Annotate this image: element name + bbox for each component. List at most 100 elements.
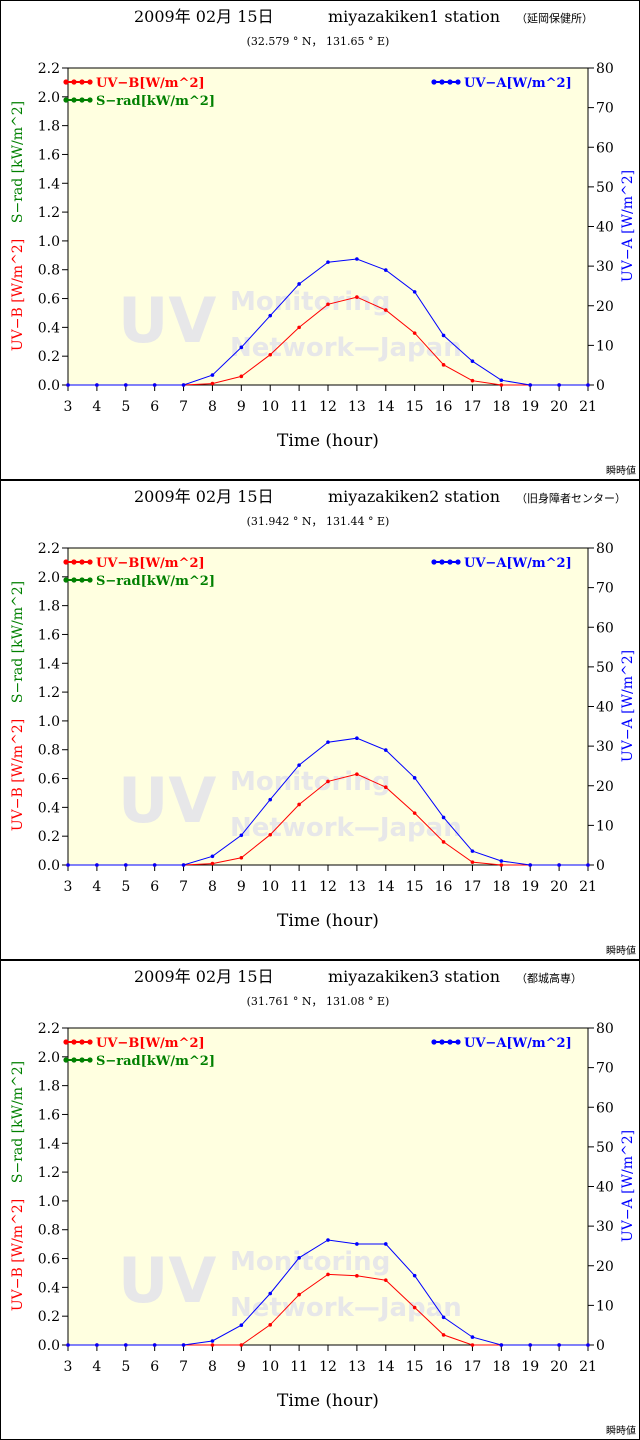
left-tick-label: 0.6 [38, 292, 60, 308]
data-point-uva [239, 833, 244, 838]
data-point-uva [95, 383, 99, 387]
data-point-uvb [210, 1343, 215, 1347]
data-point-uvb [239, 374, 244, 379]
data-point-uva [470, 849, 475, 853]
x-tick-label: 8 [208, 1359, 217, 1375]
left-tick-label: 0.8 [38, 1223, 60, 1239]
left-tick-label: 0.8 [38, 743, 60, 759]
x-axis-label: Time (hour) [277, 911, 379, 931]
legend-srad-marker [63, 577, 69, 583]
title-date: 2009年 02月 15日 [134, 967, 274, 986]
legend-srad-marker [87, 577, 93, 583]
data-point-uva [123, 383, 128, 387]
data-point-uva [499, 859, 504, 863]
title-date: 2009年 02月 15日 [134, 487, 274, 506]
left-tick-label: 0.4 [38, 800, 60, 816]
left-tick-label: 1.6 [38, 627, 60, 643]
right-tick-label: 20 [596, 779, 614, 795]
data-point-uva [557, 863, 561, 867]
right-tick-label: 60 [596, 620, 614, 636]
legend-uvb-marker [71, 559, 77, 565]
x-tick-label: 12 [319, 399, 337, 415]
right-tick-label: 80 [596, 1021, 614, 1037]
chart-panel-3: 2009年 02月 15日 miyazakiken3 station （都城高専） (… [0, 960, 640, 1440]
x-tick-label: 3 [64, 399, 73, 415]
legend-uvb-marker [63, 79, 69, 85]
legend-uva-marker [431, 1039, 437, 1045]
x-tick-label: 12 [319, 879, 337, 895]
left-tick-label: 2.2 [38, 1021, 60, 1037]
data-point-uva [528, 383, 533, 387]
left-tick-label: 1.8 [38, 1079, 60, 1095]
left-tick-label: 1.2 [38, 1165, 60, 1181]
data-point-uvb [383, 1278, 388, 1282]
watermark-uv: UV [118, 284, 216, 357]
legend-uva-marker [447, 1039, 453, 1045]
title-coords: (32.579 ° N， 131.65 ° E) [247, 35, 390, 48]
y-axis-label-uva: UV−A [W/m^2] [620, 650, 636, 762]
left-tick-label: 1.6 [38, 147, 60, 163]
watermark-network: Network—Japan [230, 1293, 462, 1323]
data-point-uva [210, 854, 215, 859]
legend-uvb-marker [79, 1039, 85, 1045]
x-tick-label: 11 [290, 1359, 308, 1375]
x-tick-label: 11 [290, 879, 308, 895]
data-point-uvb [297, 802, 301, 807]
data-point-uvb [412, 1305, 417, 1310]
x-tick-label: 6 [150, 879, 159, 895]
left-tick-label: 1.4 [38, 1136, 60, 1152]
right-tick-label: 40 [596, 220, 614, 236]
chart-panel-1: 2009年 02月 15日 miyazakiken1 station （延岡保健所）… [0, 0, 640, 480]
x-tick-label: 20 [550, 879, 568, 895]
data-point-uva [239, 345, 244, 350]
data-point-uva [297, 1256, 301, 1260]
legend-srad-marker [79, 97, 85, 103]
data-point-uva [326, 1238, 330, 1242]
data-point-uvb [412, 811, 417, 815]
left-tick-label: 2.0 [38, 570, 60, 586]
data-point-uva [557, 1343, 561, 1347]
data-point-uvb [210, 861, 215, 866]
legend-uva-marker [431, 559, 437, 565]
y-axis-label-srad: S−rad [kW/m^2] [10, 1061, 26, 1183]
x-tick-label: 18 [492, 399, 510, 415]
x-tick-label: 13 [348, 399, 366, 415]
x-tick-label: 6 [150, 399, 159, 415]
x-tick-label: 17 [464, 1359, 482, 1375]
legend-uva-marker [439, 559, 445, 565]
data-point-uva [383, 1242, 388, 1246]
data-point-uvb [239, 1343, 244, 1347]
chart-panel-2: 2009年 02月 15日 miyazakiken2 station （旧身障者セン… [0, 480, 640, 960]
x-tick-label: 20 [550, 399, 568, 415]
legend-uvb-marker [71, 79, 77, 85]
legend-uvb-marker [79, 559, 85, 565]
data-point-uva [181, 383, 186, 387]
x-tick-label: 8 [208, 399, 217, 415]
legend-uva-marker [447, 559, 453, 565]
left-tick-label: 0.6 [38, 1252, 60, 1268]
x-tick-label: 7 [179, 879, 188, 895]
x-tick-label: 10 [261, 399, 279, 415]
right-tick-label: 10 [596, 1298, 614, 1314]
x-tick-label: 5 [121, 879, 130, 895]
right-tick-label: 40 [596, 1180, 614, 1196]
legend-srad: S−rad[kW/m^2] [63, 94, 215, 109]
x-tick-label: 19 [521, 879, 539, 895]
data-point-uva [123, 1343, 128, 1347]
data-point-uva [528, 1343, 533, 1347]
data-point-uvb [355, 772, 359, 777]
data-point-uvb [412, 331, 417, 335]
title-station: miyazakiken1 station [328, 7, 500, 26]
x-tick-label: 10 [261, 879, 279, 895]
legend-srad-label: S−rad[kW/m^2] [96, 94, 215, 109]
data-point-uva [66, 383, 70, 387]
data-point-uva [441, 333, 446, 338]
data-point-uva [297, 282, 301, 286]
left-tick-label: 2.2 [38, 541, 60, 557]
data-point-uva [66, 863, 70, 867]
x-tick-label: 18 [492, 879, 510, 895]
legend-srad: S−rad[kW/m^2] [63, 574, 215, 589]
legend-uvb-marker [63, 559, 69, 565]
right-tick-label: 20 [596, 299, 614, 315]
data-point-uva [297, 763, 301, 767]
